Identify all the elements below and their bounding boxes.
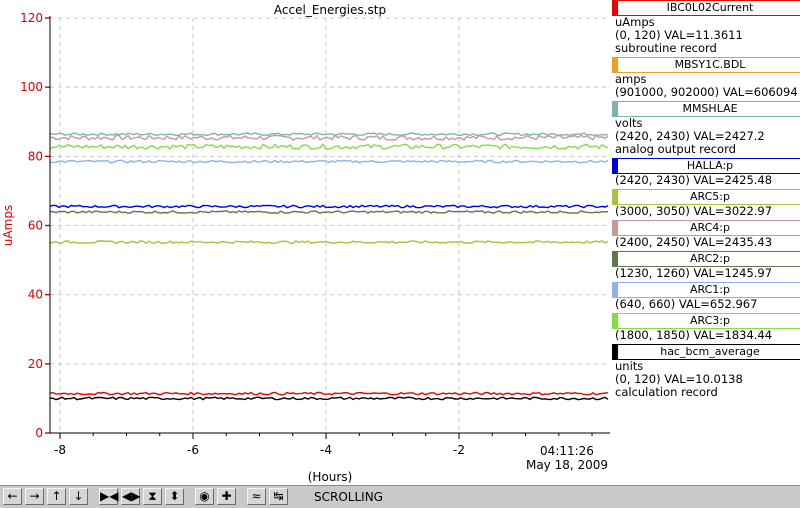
legend-entry-detail: volts bbox=[615, 116, 643, 130]
x-tick-label: -8 bbox=[54, 443, 66, 457]
x-tick-label: -4 bbox=[320, 443, 332, 457]
legend-entry-detail: analog output record bbox=[615, 142, 736, 156]
series-line-halla-p bbox=[49, 204, 609, 209]
zoom-out-y-button[interactable]: ⬍ bbox=[165, 488, 184, 505]
legend-entry[interactable]: MMSHLAE volts (2420, 2430) VAL=2427.2 analo… bbox=[610, 101, 800, 156]
legend-entry-detail: (3000, 3050) VAL=3022.97 bbox=[615, 204, 773, 218]
zoom-out-x-button[interactable]: ◀▶ bbox=[121, 488, 141, 505]
series-line-arc1-p bbox=[49, 159, 609, 164]
y-tick-label: 80 bbox=[28, 149, 43, 163]
series-layer bbox=[49, 132, 609, 401]
strip-chart: Accel_Energies.stp uAmps (Hours) 04:11:2… bbox=[1, 3, 610, 484]
legend-panel: IBC0L02Current uAmps (0, 120) VAL=11.3611 s… bbox=[610, 0, 800, 485]
scroll-down-button[interactable]: ↓ bbox=[69, 488, 88, 505]
chart-title: Accel_Energies.stp bbox=[274, 3, 386, 17]
axis-layer: 0 20 40 60 80 100 120 -8 -6 -4 -2 bbox=[20, 11, 610, 457]
legend-entry-name: ARC3:p bbox=[612, 313, 800, 329]
legend-entry-name: ARC5:p bbox=[612, 189, 800, 205]
scroll-left-button[interactable]: ← bbox=[3, 488, 22, 505]
legend-entry-detail: calculation record bbox=[615, 385, 718, 399]
legend-entry-detail: subroutine record bbox=[615, 41, 717, 55]
legend-entry-name: ARC4:p bbox=[612, 220, 800, 236]
mode-toggle-button[interactable]: ↹ bbox=[269, 488, 288, 505]
series-line-hac-bcm-average bbox=[49, 396, 609, 401]
legend-entry-name: IBC0L02Current bbox=[612, 0, 800, 16]
x-tick-label: -6 bbox=[187, 443, 199, 457]
zoom-in-y-button[interactable]: ⧗ bbox=[143, 488, 162, 505]
legend-entry-detail: units bbox=[615, 359, 644, 373]
x-tick-label: -2 bbox=[453, 443, 465, 457]
legend-entry-detail: (2420, 2430) VAL=2427.2 bbox=[615, 129, 765, 143]
mode-label: SCROLLING bbox=[314, 490, 383, 504]
y-tick-label: 100 bbox=[20, 80, 43, 94]
scroll-up-button[interactable]: ↑ bbox=[47, 488, 66, 505]
legend-entry-detail: amps bbox=[615, 72, 647, 86]
y-tick-label: 0 bbox=[35, 426, 43, 440]
series-line-arc5-p bbox=[49, 240, 609, 245]
y-axis-label: uAmps bbox=[1, 205, 15, 246]
x-axis-label: (Hours) bbox=[308, 470, 353, 484]
add-button[interactable]: ✚ bbox=[217, 488, 236, 505]
legend-entry[interactable]: hac_bcm_average units (0, 120) VAL=10.0138… bbox=[610, 344, 800, 399]
legend-entry[interactable]: MBSY1C.BDL amps (901000, 902000) VAL=60609… bbox=[610, 57, 800, 99]
legend-entry-name: MMSHLAE bbox=[612, 101, 800, 117]
grid-layer bbox=[50, 17, 610, 434]
legend-entry[interactable]: ARC1:p (640, 660) VAL=652.967 bbox=[610, 282, 800, 311]
end-date-label: May 18, 2009 bbox=[526, 458, 608, 472]
legend-entry-detail: (2400, 2450) VAL=2435.43 bbox=[615, 235, 773, 249]
legend-entry[interactable]: ARC4:p (2400, 2450) VAL=2435.43 bbox=[610, 220, 800, 249]
legend-entry[interactable]: ARC3:p (1800, 1850) VAL=1834.44 bbox=[610, 313, 800, 342]
legend-entry-detail: (1230, 1260) VAL=1245.97 bbox=[615, 266, 773, 280]
legend-entry-name: ARC1:p bbox=[612, 282, 800, 298]
legend-entry-detail: (1800, 1850) VAL=1834.44 bbox=[615, 328, 773, 342]
legend-entry-detail: uAmps bbox=[615, 15, 655, 29]
legend-entry[interactable]: IBC0L02Current uAmps (0, 120) VAL=11.3611 s… bbox=[610, 0, 800, 55]
auto-scale-button[interactable]: ◉ bbox=[195, 488, 214, 505]
y-tick-label: 120 bbox=[20, 11, 43, 25]
reset-view-button[interactable]: ≈ bbox=[247, 488, 266, 505]
y-tick-label: 60 bbox=[28, 219, 43, 233]
legend-entry-name: hac_bcm_average bbox=[612, 344, 800, 360]
y-tick-label: 40 bbox=[28, 288, 43, 302]
series-line-ibc0l02current bbox=[49, 391, 609, 396]
legend-entry-detail: (0, 120) VAL=10.0138 bbox=[615, 372, 743, 386]
legend-entry[interactable]: ARC2:p (1230, 1260) VAL=1245.97 bbox=[610, 251, 800, 280]
legend-entry-name: HALLA:p bbox=[612, 158, 800, 174]
series-line-arc4-p bbox=[49, 134, 609, 141]
y-tick-label: 20 bbox=[28, 357, 43, 371]
scroll-right-button[interactable]: → bbox=[25, 488, 44, 505]
legend-entry-name: ARC2:p bbox=[612, 251, 800, 267]
legend-entry-detail: (2420, 2430) VAL=2425.48 bbox=[615, 173, 773, 187]
end-time-label: 04:11:26 bbox=[540, 444, 594, 458]
zoom-in-x-button[interactable]: ▶◀ bbox=[99, 488, 119, 505]
legend-entry[interactable]: HALLA:p (2420, 2430) VAL=2425.48 bbox=[610, 158, 800, 187]
legend-entry[interactable]: ARC5:p (3000, 3050) VAL=3022.97 bbox=[610, 189, 800, 218]
toolbar: ← → ↑ ↓ ▶◀ ◀▶ ⧗ ⬍ ◉ ✚ ≈ ↹ SCROLLING bbox=[0, 485, 800, 508]
legend-entry-detail: (901000, 902000) VAL=606094 bbox=[615, 85, 798, 99]
legend-entry-detail: (640, 660) VAL=652.967 bbox=[615, 297, 758, 311]
series-line-arc3-p bbox=[49, 143, 609, 151]
series-line-mmshlae bbox=[49, 132, 609, 137]
legend-entry-name: MBSY1C.BDL bbox=[612, 57, 800, 73]
series-line-arc2-p bbox=[49, 210, 609, 215]
legend-entry-detail: (0, 120) VAL=11.3611 bbox=[615, 28, 743, 42]
